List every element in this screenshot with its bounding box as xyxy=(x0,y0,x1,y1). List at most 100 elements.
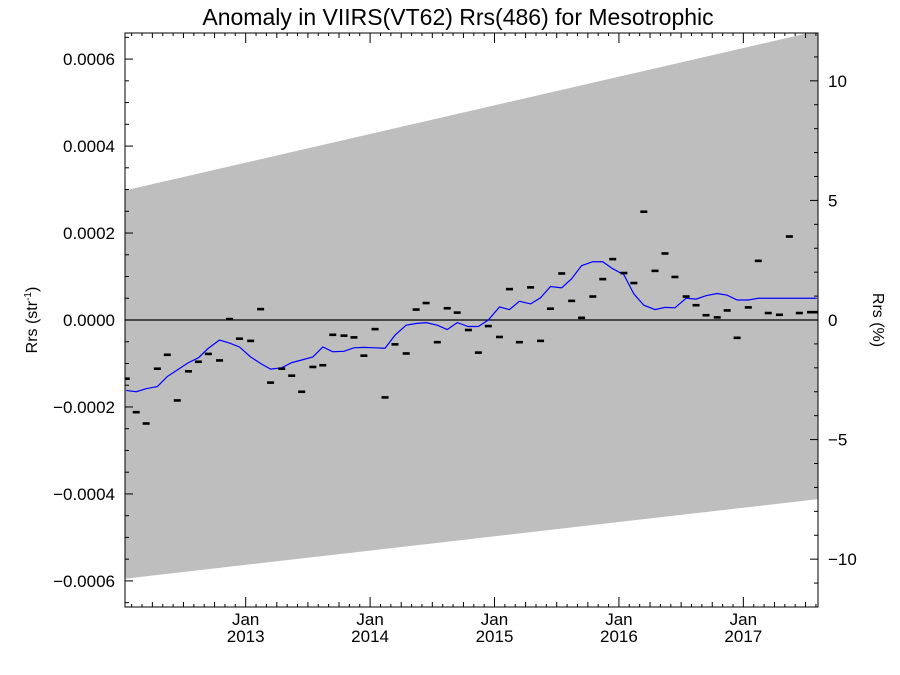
data-point xyxy=(775,313,783,317)
data-point xyxy=(204,352,212,356)
data-point xyxy=(173,399,181,402)
y-axis-right-label: Rrs (%) xyxy=(869,293,886,347)
series-line-running-mean xyxy=(126,261,817,393)
chart-title: Anomaly in VIIRS(VT62) Rrs(486) for Meso… xyxy=(202,4,713,30)
data-point xyxy=(640,210,648,214)
data-point xyxy=(453,311,461,314)
y-left-tick-label: −0.0002 xyxy=(53,398,115,417)
data-point xyxy=(807,310,815,314)
data-point xyxy=(278,367,286,371)
data-point xyxy=(764,311,772,315)
data-points xyxy=(125,210,818,425)
y-right-tick-label: −10 xyxy=(828,550,857,569)
data-point xyxy=(547,307,555,310)
data-point xyxy=(371,327,379,331)
data-point xyxy=(589,295,597,298)
data-point xyxy=(298,390,306,394)
x-tick-month-label: Jan xyxy=(605,610,632,629)
data-point xyxy=(360,354,368,357)
data-point xyxy=(226,317,234,321)
data-point xyxy=(153,367,161,371)
y-left-tick-label: −0.0006 xyxy=(53,572,115,591)
y-right-tick-label: −5 xyxy=(828,431,847,450)
data-point xyxy=(630,281,638,285)
data-point xyxy=(537,339,545,343)
data-point xyxy=(474,351,482,354)
uncertainty-band xyxy=(125,33,818,579)
data-point xyxy=(795,311,803,315)
y-left-tick-label: 0.0002 xyxy=(63,224,115,243)
y-left-tick-label: 0.0000 xyxy=(63,311,115,330)
y-right-tick-label: 5 xyxy=(828,191,837,210)
data-point xyxy=(620,271,628,275)
data-point xyxy=(568,299,576,303)
x-tick-year-label: 2014 xyxy=(351,627,389,646)
data-point xyxy=(235,337,243,340)
y-right-tick-label: 0 xyxy=(828,311,837,330)
data-point xyxy=(558,272,566,275)
data-point xyxy=(443,306,451,310)
data-point xyxy=(381,396,389,399)
y-left-tick-label: 0.0006 xyxy=(63,50,115,69)
data-point xyxy=(288,374,296,377)
x-tick-month-label: Jan xyxy=(356,610,383,629)
data-point xyxy=(692,303,700,307)
data-point xyxy=(267,381,275,384)
y-axis-left-label: Rrs (str-1) xyxy=(23,287,41,354)
data-point xyxy=(609,257,617,261)
data-point xyxy=(484,324,492,328)
data-point xyxy=(402,352,410,355)
data-point xyxy=(184,370,192,373)
data-point xyxy=(744,306,752,309)
data-point xyxy=(132,410,140,414)
data-point xyxy=(216,359,224,362)
y-axis-left: 0.0006 0.0004 0.0002 0.0000 −0.0002 −0.0004 −0… xyxy=(53,36,133,604)
x-tick-year-label: 2013 xyxy=(227,627,265,646)
y-axis-right: 10 5 0 −5 −10 xyxy=(810,56,857,584)
data-point xyxy=(433,340,441,344)
data-point xyxy=(682,295,690,298)
data-point xyxy=(257,307,265,311)
x-tick-year-label: 2016 xyxy=(600,627,638,646)
y-right-tick-label: 10 xyxy=(828,72,847,91)
x-tick-month-label: Jan xyxy=(232,610,259,629)
data-point xyxy=(391,343,399,346)
data-point xyxy=(671,275,679,279)
data-point xyxy=(125,377,130,381)
x-tick-month-label: Jan xyxy=(730,610,757,629)
data-point xyxy=(422,301,430,305)
data-point xyxy=(505,287,513,291)
x-tick-month-label: Jan xyxy=(481,610,508,629)
data-point xyxy=(754,259,762,263)
data-point xyxy=(247,339,255,343)
y-left-tick-label: 0.0004 xyxy=(63,137,115,156)
data-point xyxy=(319,363,327,367)
y-left-tick-label: −0.0004 xyxy=(53,485,115,504)
data-point xyxy=(495,335,503,339)
data-point xyxy=(194,360,202,364)
data-point xyxy=(702,313,710,317)
data-point xyxy=(329,333,337,337)
data-point xyxy=(599,277,607,281)
data-point xyxy=(350,336,358,339)
data-point xyxy=(578,316,586,320)
data-point xyxy=(813,310,818,314)
data-point xyxy=(723,309,731,312)
data-point xyxy=(340,334,348,337)
data-point xyxy=(733,336,741,340)
x-tick-year-label: 2015 xyxy=(476,627,514,646)
data-point xyxy=(309,365,317,369)
data-point xyxy=(464,328,472,332)
data-point xyxy=(785,235,793,238)
data-point xyxy=(515,340,523,344)
data-point xyxy=(661,252,669,255)
data-point xyxy=(142,422,150,425)
data-point xyxy=(412,308,420,311)
data-point xyxy=(713,316,721,319)
x-tick-year-label: 2017 xyxy=(724,627,762,646)
data-point xyxy=(527,286,535,289)
data-point xyxy=(651,269,659,273)
data-point xyxy=(163,353,171,357)
